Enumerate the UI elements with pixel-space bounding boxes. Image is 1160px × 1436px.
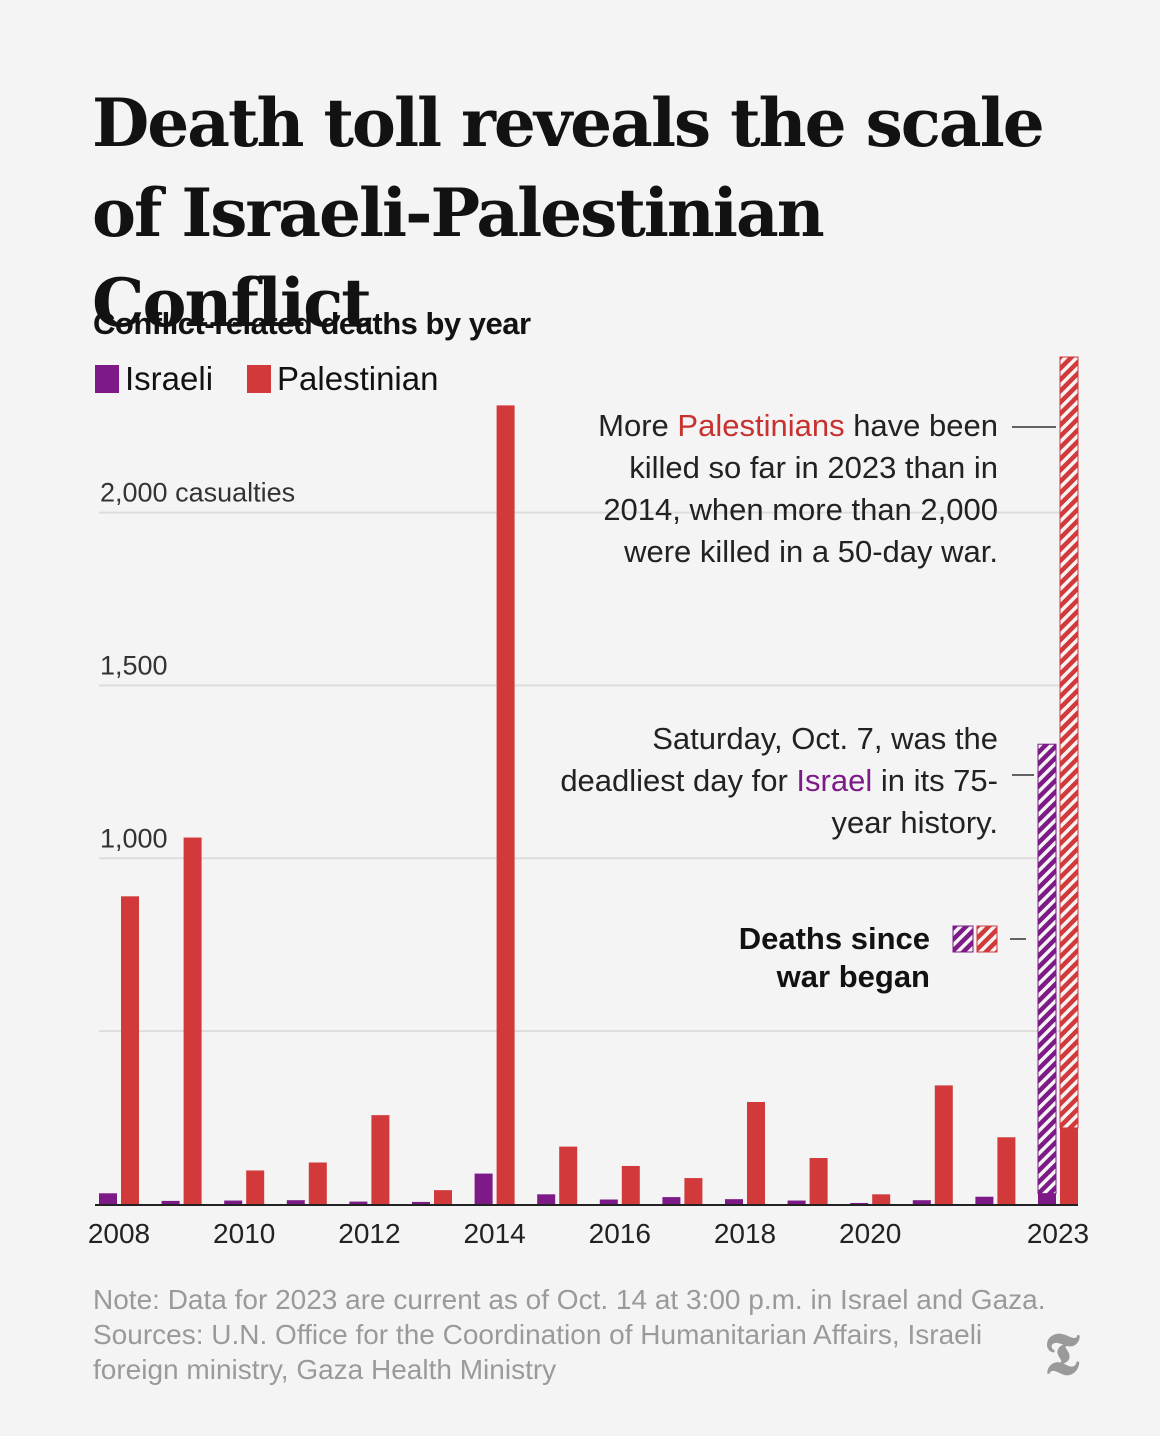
legend-label-israeli: Israeli (125, 360, 214, 397)
bar-israeli-2023-pre-war (1038, 1193, 1056, 1204)
bar-palestinian-2020 (872, 1194, 891, 1204)
bar-palestinian-2008 (121, 896, 139, 1204)
x-tick-label: 2016 (589, 1218, 651, 1249)
bar-israeli-2021 (912, 1200, 931, 1204)
bar-palestinian-2022 (997, 1137, 1016, 1204)
x-tick-label: 2014 (463, 1218, 525, 1249)
bar-palestinian-2023-since-war (1059, 356, 1079, 1129)
bar-israeli-2020 (850, 1202, 869, 1204)
bar-israeli-2015 (537, 1194, 556, 1204)
bar-israeli-2011 (286, 1200, 305, 1204)
legend-item-israeli: Israeli (95, 360, 213, 398)
bar-palestinian-2023-pre-war (1060, 1127, 1078, 1204)
bar-palestinian-2009 (183, 837, 202, 1204)
bar-palestinian-2015 (559, 1146, 578, 1204)
annotation-1-part-2: have been killed so far in 2023 than in … (603, 408, 998, 569)
bar-palestinian-2013 (434, 1190, 452, 1204)
bar-israeli-2014 (474, 1173, 493, 1204)
bar-palestinian-2011 (308, 1162, 327, 1204)
bar-palestinian-2016 (621, 1165, 640, 1204)
bar-palestinian-2019 (809, 1158, 828, 1204)
x-tick-label: 2012 (338, 1218, 400, 1249)
annotation-deaths-since-war: Deaths since war began (738, 921, 930, 994)
annotation-1-highlight: Palestinians (677, 408, 845, 443)
bar-israeli-2008 (99, 1193, 117, 1204)
bar-israeli-2019 (787, 1200, 806, 1204)
x-tick-label: 2020 (839, 1218, 901, 1249)
bar-israeli-2010 (224, 1200, 243, 1204)
source-note: Note: Data for 2023 are current as of Oc… (93, 1284, 1046, 1385)
annotation-2-part-2: in its 75-year history. (831, 763, 998, 840)
legend-swatch-palestinian (247, 365, 272, 393)
y-tick-label: 1,000 (100, 823, 168, 853)
legend-label-palestinian: Palestinian (277, 360, 439, 397)
legend-swatch-israeli (95, 365, 119, 393)
bar-israeli-2013 (412, 1201, 430, 1204)
x-tick-label: 2008 (88, 1218, 150, 1249)
bar-israeli-2012 (349, 1201, 368, 1204)
bar-israeli-2018 (725, 1199, 743, 1204)
bar-palestinian-2018 (747, 1102, 765, 1204)
x-tick-label: 2023 (1027, 1218, 1089, 1249)
legend-item-palestinian: Palestinian (247, 360, 438, 398)
annotation-2-part-1: Saturday, Oct. 7, was the deadliest day … (560, 721, 998, 798)
y-tick-label: 1,500 (100, 650, 168, 680)
chart-legend: Israeli Palestinian (95, 360, 472, 398)
bar-israeli-2009 (161, 1200, 180, 1204)
bar-israeli-2023-since-war (1037, 743, 1057, 1195)
bar-israeli-2016 (599, 1199, 618, 1204)
bar-palestinian-2021 (934, 1085, 953, 1204)
annotation-1-part-1: More (598, 408, 678, 443)
bar-israeli-2017 (662, 1197, 681, 1204)
bar-israeli-2022 (975, 1196, 994, 1204)
bar-palestinian-2010 (246, 1170, 265, 1204)
annotation-2-highlight: Israel (796, 763, 873, 798)
x-tick-label: 2010 (213, 1218, 275, 1249)
annotation-palestinians-2023: More Palestinians have been killed so fa… (560, 405, 998, 573)
x-tick-label: 2018 (714, 1218, 776, 1249)
annotation-oct-7: Saturday, Oct. 7, was the deadliest day … (560, 718, 998, 844)
y-tick-label: 2,000 casualties (100, 478, 295, 508)
bar-palestinian-2017 (684, 1178, 703, 1204)
chart-title: Conflict-related deaths by year (93, 306, 531, 341)
headline: Death toll reveals the scale of Israeli-… (92, 84, 1045, 342)
bar-palestinian-2012 (371, 1115, 390, 1204)
nyt-logo-icon: 𝕿 (1044, 1320, 1080, 1388)
bar-palestinian-2014 (496, 405, 515, 1204)
